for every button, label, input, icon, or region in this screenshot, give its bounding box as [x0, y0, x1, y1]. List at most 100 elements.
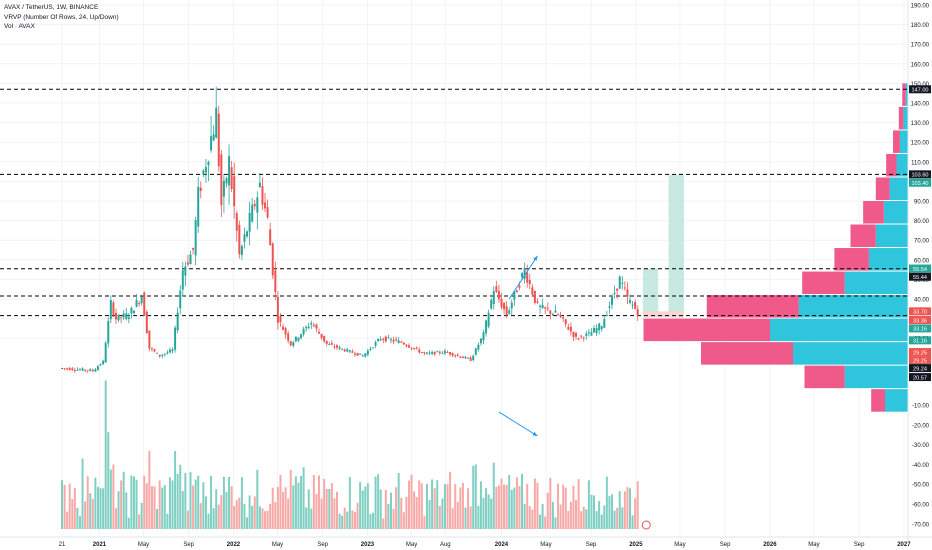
volume-profile-down-bar — [863, 201, 884, 224]
volume-bar-down — [353, 512, 356, 529]
volume-bar-down — [533, 478, 536, 529]
volume-bar-down — [220, 495, 223, 529]
candle-up — [300, 334, 303, 338]
candle-down — [562, 317, 565, 319]
candle-up — [258, 182, 261, 188]
volume-profile-up-bar — [896, 153, 908, 177]
candle-down — [330, 343, 333, 345]
candle-down — [461, 356, 464, 359]
price-marker-badge — [909, 85, 931, 94]
volume-tick-label: -40.00 — [912, 463, 930, 469]
volume-bar-up — [482, 497, 485, 529]
chart-legend: AVAX / TetherUS, 1W, BINANCE VRVP (Numbe… — [4, 3, 119, 32]
volume-bar-down — [343, 507, 346, 529]
volume-bar-down — [497, 485, 500, 529]
volume-bar-down — [526, 483, 529, 529]
vrvp-indicator-label[interactable]: VRVP (Number Of Rows, 24, Up/Down) — [4, 13, 119, 21]
volume-bar-up — [611, 494, 614, 529]
candle-down — [86, 370, 89, 372]
symbol-title[interactable]: AVAX / TetherUS, 1W, BINANCE — [4, 4, 99, 11]
volume-bar-up — [166, 513, 169, 529]
candle-down — [405, 344, 408, 347]
candle-down — [580, 335, 583, 337]
volume-bar-up — [593, 495, 596, 529]
candle-down — [199, 187, 202, 191]
volume-bar-down — [467, 488, 470, 529]
candle-down — [114, 312, 117, 320]
volume-bar-up — [366, 483, 369, 529]
volume-bar-up — [464, 507, 467, 529]
volume-bar-down — [186, 510, 189, 529]
volume-bar-up — [371, 512, 374, 529]
volume-bar-down — [84, 501, 87, 529]
candle-down — [395, 339, 398, 341]
volume-bar-down — [549, 477, 552, 529]
volume-bar-down — [284, 487, 287, 529]
volume-bar-down — [120, 480, 123, 529]
candle-up — [292, 342, 295, 346]
volume-bar-down — [469, 506, 472, 529]
candle-down — [63, 368, 66, 370]
candle-up — [361, 355, 364, 357]
volume-profile-down-bar — [886, 153, 897, 177]
volume-bar-down — [626, 487, 629, 529]
candle-up — [166, 352, 169, 354]
volume-bar-up — [215, 489, 218, 529]
time-tick-label: 2023 — [361, 542, 375, 548]
volume-profile-up-bar — [883, 201, 908, 224]
candle-down — [274, 270, 277, 293]
candle-up — [168, 349, 171, 353]
volume-tick-label: -60.00 — [912, 503, 930, 509]
volume-bar-down — [264, 511, 267, 529]
price-divergence-arrow-head — [533, 255, 538, 261]
candle-down — [533, 290, 536, 303]
time-tick-label: Sep — [854, 542, 865, 548]
volume-bar-up — [125, 492, 128, 529]
volume-bar-up — [210, 475, 213, 529]
candle-up — [99, 364, 102, 366]
volume-bar-down — [68, 483, 71, 529]
candle-up — [76, 369, 79, 371]
volume-bar-down — [323, 478, 326, 529]
volume-bar-up — [590, 494, 593, 529]
candle-up — [179, 290, 182, 309]
volume-bar-up — [490, 498, 493, 529]
candle-down — [320, 333, 323, 338]
candle-down — [145, 311, 148, 334]
price-marker-badge — [909, 307, 931, 316]
volume-indicator-label[interactable]: Vol · AVAX — [4, 23, 35, 30]
volume-bar-up — [212, 508, 215, 529]
candle-down — [392, 339, 395, 342]
volume-profile-up-bar — [770, 318, 908, 342]
volume-bar-up — [176, 473, 179, 529]
volume-bar-up — [328, 488, 331, 529]
candle-up — [598, 323, 601, 331]
volume-bar-down — [289, 469, 292, 529]
price-divergence-arrow — [508, 255, 538, 300]
candle-up — [104, 342, 107, 363]
volume-bar-up — [256, 469, 259, 529]
volume-bar-down — [382, 518, 385, 529]
volume-bar-up — [595, 511, 598, 529]
volume-bar-down — [415, 496, 418, 529]
candle-up — [374, 342, 377, 346]
price-marker-label: 33.16 — [913, 327, 927, 333]
volume-bar-up — [585, 509, 588, 529]
volume-bar-up — [248, 495, 251, 529]
candle-up — [508, 310, 511, 314]
volume-bar-up — [94, 477, 97, 529]
candle-down — [505, 306, 508, 316]
volume-bar-up — [492, 462, 495, 529]
time-tick-label: Aug — [440, 542, 451, 548]
price-marker-label: 20.57 — [913, 375, 927, 381]
volume-bar-down — [564, 487, 567, 529]
candle-down — [287, 333, 290, 341]
price-marker-label: 29.25 — [913, 358, 927, 364]
candle-up — [307, 326, 310, 329]
candle-up — [132, 310, 135, 314]
price-marker-label: 33.70 — [913, 310, 927, 316]
volume-bar-up — [361, 490, 364, 529]
volume-bar-down — [559, 504, 562, 529]
volume-bar-up — [397, 472, 400, 529]
